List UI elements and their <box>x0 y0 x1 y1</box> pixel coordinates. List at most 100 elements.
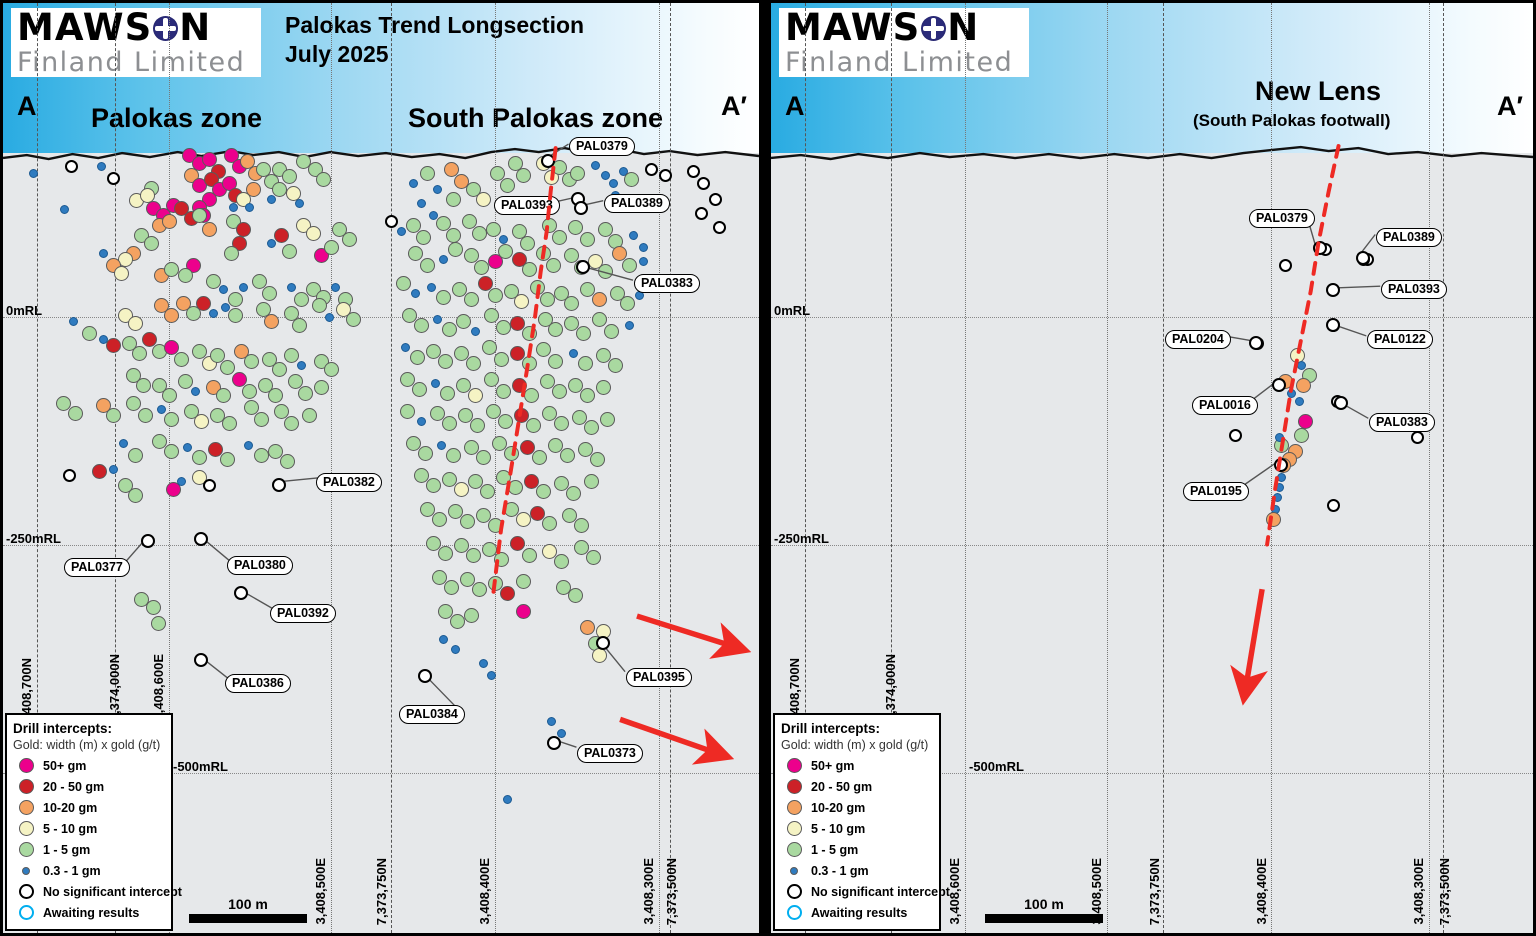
legend-swatch-icon <box>787 821 802 836</box>
hole-id-label[interactable]: PAL0392 <box>270 604 336 623</box>
drill-intercept-dot <box>411 381 427 397</box>
legend-entry: 10-20 gm <box>13 797 163 818</box>
elevation-label: 0mRL <box>6 303 43 318</box>
drill-intercept-dot <box>523 387 539 403</box>
legend-entry-label: 5 - 10 gm <box>43 821 98 836</box>
drill-intercept-dot <box>447 503 463 519</box>
hole-collar-marker <box>1313 241 1327 255</box>
drill-intercept-dot <box>583 419 599 435</box>
drill-intercept-dot <box>489 165 505 181</box>
legend-title: Drill intercepts: <box>13 721 113 736</box>
drill-intercept-dot <box>297 385 313 401</box>
drill-intercept-dot <box>55 395 71 411</box>
hole-id-label[interactable]: PAL0379 <box>1249 209 1315 228</box>
drill-intercept-dot <box>481 339 497 355</box>
hole-collar-marker <box>1334 396 1348 410</box>
hole-id-label[interactable]: PAL0383 <box>1369 413 1435 432</box>
legend-swatch-icon <box>787 779 802 794</box>
section-start-label-right: A <box>785 91 805 121</box>
drill-intercept-dot <box>205 273 221 289</box>
hole-id-label[interactable]: PAL0389 <box>1376 228 1442 247</box>
hole-id-label[interactable]: PAL0384 <box>399 705 465 724</box>
drill-intercept-dot <box>218 284 228 294</box>
grid-line-v <box>659 3 660 933</box>
drill-intercept-dot <box>579 231 595 247</box>
drill-intercept-dot <box>324 312 334 322</box>
drill-intercept-dot <box>609 285 625 301</box>
grid-line-h <box>771 317 1533 318</box>
drill-intercept-dot <box>293 291 309 307</box>
mawson-logo: MAWS N Finland Limited <box>779 8 1029 77</box>
grid-label: 3,408,600E <box>151 654 166 721</box>
hole-id-label[interactable]: PAL0122 <box>1367 330 1433 349</box>
grid-line-v <box>169 3 170 933</box>
drill-intercept-dot <box>151 433 167 449</box>
drill-intercept-dot <box>263 313 279 329</box>
hole-collar-marker <box>194 532 208 546</box>
drill-intercept-dot <box>95 397 111 413</box>
drill-intercept-dot <box>563 295 579 311</box>
hole-id-label[interactable]: PAL0393 <box>1381 280 1447 299</box>
drill-intercept-dot <box>513 293 529 309</box>
drill-intercept-dot <box>428 210 438 220</box>
hole-id-label[interactable]: PAL0395 <box>626 668 692 687</box>
drill-intercept-dot <box>283 415 299 431</box>
drill-intercept-dot <box>579 619 595 635</box>
drill-intercept-dot <box>287 373 303 389</box>
hole-id-label[interactable]: PAL0386 <box>225 674 291 693</box>
drill-intercept-dot <box>461 213 477 229</box>
hole-id-label[interactable]: PAL0393 <box>494 196 560 215</box>
legend-entry-label: 10-20 gm <box>811 800 866 815</box>
hole-id-label[interactable]: PAL0383 <box>634 274 700 293</box>
drill-intercept-dot <box>521 547 537 563</box>
hole-id-label[interactable]: PAL0016 <box>1192 396 1258 415</box>
hole-id-label[interactable]: PAL0379 <box>569 137 635 156</box>
drill-intercept-dot <box>183 403 199 419</box>
hole-id-label[interactable]: PAL0204 <box>1165 330 1231 349</box>
hole-collar-marker <box>547 736 561 750</box>
drill-intercept-dot <box>163 307 179 323</box>
legend-entry: 50+ gm <box>781 755 931 776</box>
grid-line-v <box>37 3 38 933</box>
drill-intercept-dot <box>227 307 243 323</box>
drill-intercept-dot <box>449 613 465 629</box>
drill-intercept-dot <box>243 353 259 369</box>
drill-intercept-dot <box>67 405 83 421</box>
drill-intercept-dot <box>696 176 710 190</box>
drill-intercept-dot <box>539 291 555 307</box>
drill-intercept-dot <box>591 311 607 327</box>
hole-collar-marker <box>1274 458 1288 472</box>
drill-intercept-dot <box>465 547 481 563</box>
hole-id-label[interactable]: PAL0195 <box>1183 482 1249 501</box>
drill-intercept-dot <box>1272 492 1282 502</box>
drill-intercept-dot <box>64 159 78 173</box>
drill-intercept-dot <box>253 411 269 427</box>
drill-intercept-dot <box>113 265 129 281</box>
drill-intercept-dot <box>502 794 512 804</box>
drill-intercept-dot <box>577 441 593 457</box>
drill-intercept-dot <box>471 581 487 597</box>
drill-intercept-dot <box>244 202 254 212</box>
hole-id-label[interactable]: PAL0389 <box>604 194 670 213</box>
drill-intercept-dot <box>573 517 589 533</box>
hole-id-label[interactable]: PAL0380 <box>227 556 293 575</box>
legend-title: Drill intercepts: <box>781 721 881 736</box>
drill-intercept-dot <box>165 481 181 497</box>
drill-intercept-dot <box>591 291 607 307</box>
drill-intercept-dot <box>243 440 253 450</box>
hole-id-label[interactable]: PAL0373 <box>577 744 643 763</box>
hole-id-label[interactable]: PAL0377 <box>64 558 130 577</box>
drill-intercept-dot <box>163 339 179 355</box>
grid-label: 3,408,300E <box>641 858 656 925</box>
legend-entry-label: 5 - 10 gm <box>811 821 866 836</box>
drill-intercept-dot <box>595 379 611 395</box>
hole-id-label[interactable]: PAL0382 <box>316 473 382 492</box>
legend-swatch-icon <box>787 758 802 773</box>
grid-line-h <box>3 317 759 318</box>
drill-intercept-dot <box>481 541 497 557</box>
grid-label: 7,373,750N <box>374 857 389 925</box>
legend-swatch-icon <box>787 842 802 857</box>
drill-intercept-dot <box>410 288 420 298</box>
drill-intercept-dot <box>261 285 277 301</box>
